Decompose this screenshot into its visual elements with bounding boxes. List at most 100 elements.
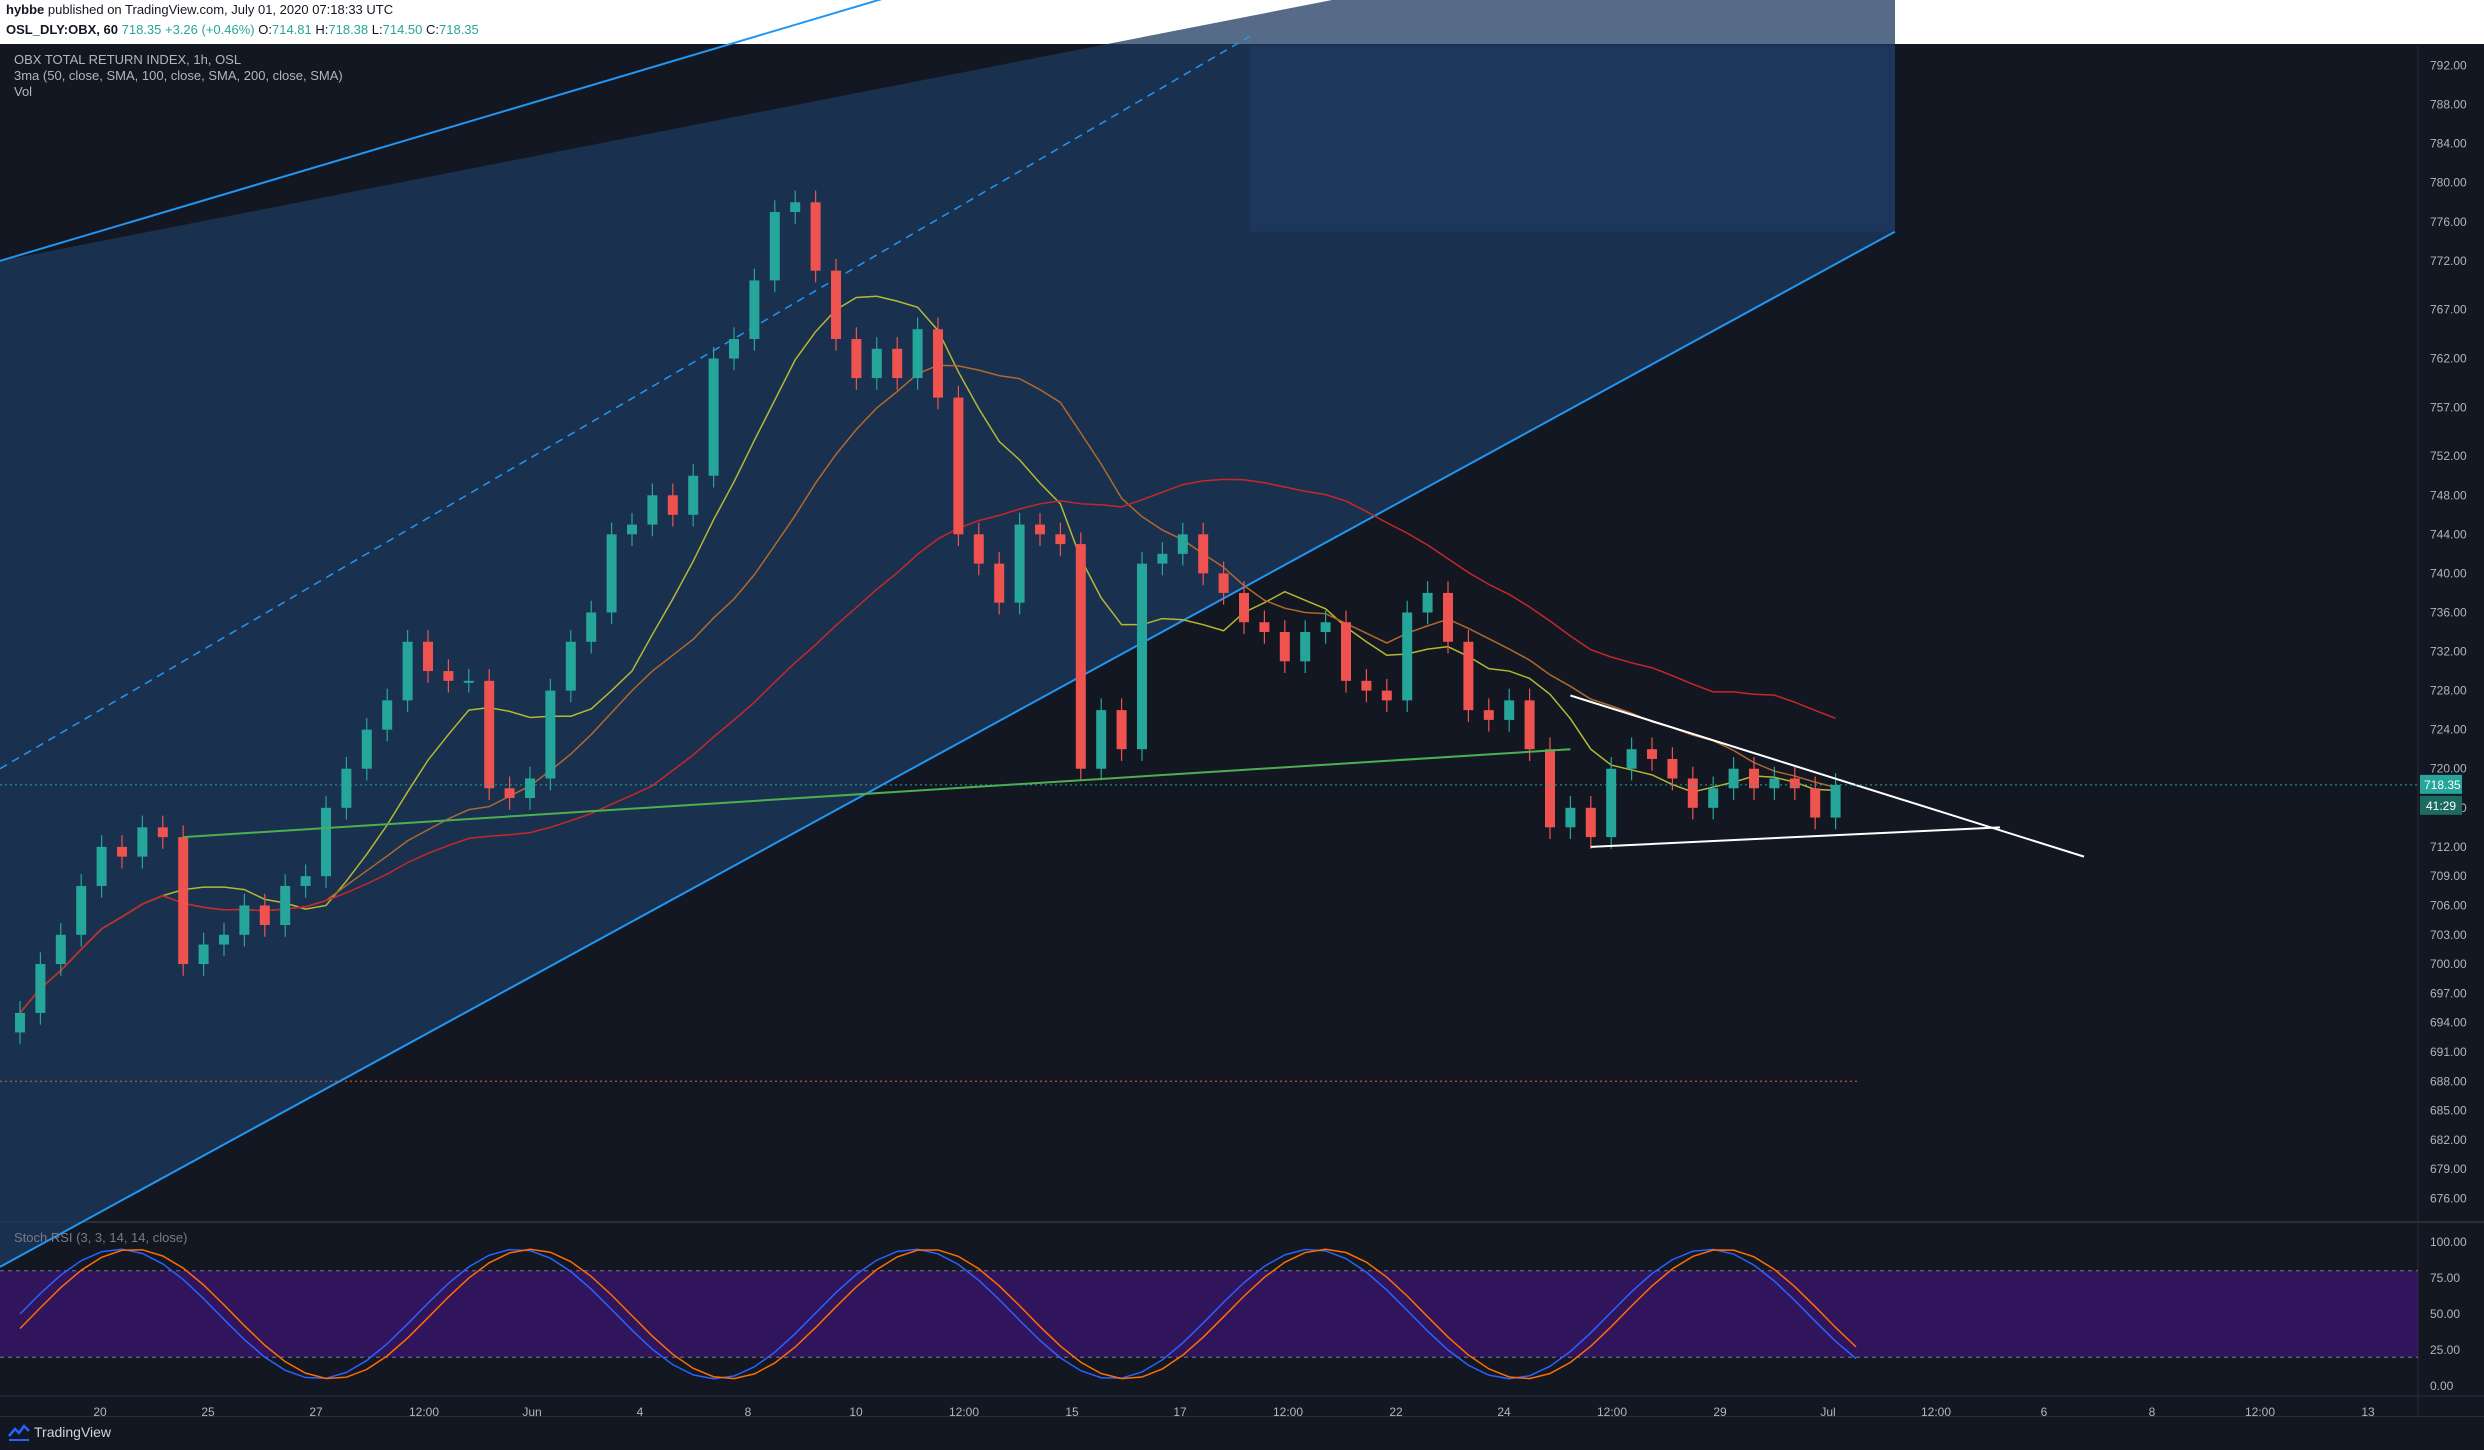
price-tick-label: 772.00 xyxy=(2430,254,2467,268)
legend-title[interactable]: OBX TOTAL RETURN INDEX, 1h, OSL xyxy=(14,52,242,67)
candle-body xyxy=(667,495,678,515)
footer-bar: TradingView xyxy=(0,1416,2484,1450)
candle-body xyxy=(321,807,331,877)
moving-averages xyxy=(19,295,1836,1014)
time-tick-label: 13 xyxy=(2361,1405,2375,1419)
triangle-lower-line xyxy=(1590,826,2001,848)
channel-lower-line xyxy=(0,230,1896,1268)
candle-body xyxy=(137,827,148,857)
candle-body xyxy=(1096,710,1107,769)
price-tick-label: 744.00 xyxy=(2430,527,2467,541)
time-tick-label: 6 xyxy=(2041,1405,2048,1419)
rsi-tick-label: 25.00 xyxy=(2430,1343,2460,1357)
candle-body xyxy=(1218,573,1229,593)
time-tick-label: 4 xyxy=(637,1405,644,1419)
price-tick-label: 740.00 xyxy=(2430,566,2467,580)
rsi-tick-label: 0.00 xyxy=(2430,1379,2454,1393)
candle-body xyxy=(1626,749,1637,769)
price-tick-label: 712.00 xyxy=(2430,840,2467,854)
close-label: C: xyxy=(426,22,439,37)
high-value: 718.38 xyxy=(328,22,369,37)
candle-body xyxy=(1198,534,1209,574)
candle-body xyxy=(504,788,515,799)
candle-body xyxy=(1075,544,1086,769)
high-label: H: xyxy=(315,22,329,37)
price-tick-label: 784.00 xyxy=(2430,137,2467,151)
channel-drawing[interactable] xyxy=(0,0,1896,1268)
time-tick-label: 8 xyxy=(2149,1405,2156,1419)
price-tick-label: 694.00 xyxy=(2430,1016,2467,1030)
price-tick-label: 682.00 xyxy=(2430,1133,2467,1147)
candle-body xyxy=(994,563,1005,603)
candle-body xyxy=(810,202,821,271)
time-tick-label: 12:00 xyxy=(1273,1405,1303,1419)
candle-body xyxy=(1443,592,1453,642)
candle-body xyxy=(1035,524,1045,535)
legend-ma[interactable]: 3ma (50, close, SMA, 100, close, SMA, 20… xyxy=(14,68,343,83)
open-label: O: xyxy=(258,22,272,37)
candle-body xyxy=(1239,592,1249,623)
price-tick-label: 679.00 xyxy=(2430,1162,2467,1176)
candle-body xyxy=(300,876,311,886)
candle-body xyxy=(1810,788,1821,818)
publish-info: hybbe published on TradingView.com, July… xyxy=(6,2,393,17)
candle-body xyxy=(1687,778,1698,808)
channel-extension xyxy=(1250,46,1895,232)
candle-body xyxy=(239,905,250,935)
candle-body xyxy=(1524,700,1535,750)
candle-body xyxy=(892,348,903,379)
price-tick-label: 691.00 xyxy=(2430,1045,2467,1059)
candle-body xyxy=(1585,807,1596,838)
candle-body xyxy=(1055,534,1066,545)
candle-body xyxy=(423,641,433,672)
stoch-rsi-pane xyxy=(0,1248,2418,1380)
time-tick-label: 29 xyxy=(1713,1405,1727,1419)
candle-body xyxy=(831,270,841,339)
candle-body xyxy=(973,534,984,564)
rsi-tick-label: 75.00 xyxy=(2430,1271,2460,1285)
price-tick-label: 788.00 xyxy=(2430,98,2467,112)
time-tick-label: 12:00 xyxy=(2245,1405,2275,1419)
candle-body xyxy=(382,700,393,730)
time-tick-label: Jun xyxy=(522,1405,541,1419)
trendline-drawings[interactable] xyxy=(0,694,2418,1082)
candle-body xyxy=(1422,592,1433,613)
published-text: published on TradingView.com, July 01, 2… xyxy=(47,2,394,17)
candle-body xyxy=(463,680,474,683)
triangle-upper-line xyxy=(1570,694,2085,858)
ma200-line xyxy=(19,478,1836,1014)
channel-mid-line xyxy=(0,35,1251,770)
candle-body xyxy=(178,837,189,965)
rsi-legend[interactable]: Stoch RSI (3, 3, 14, 14, close) xyxy=(14,1230,188,1245)
candle-body xyxy=(1728,768,1739,789)
legend-vol[interactable]: Vol xyxy=(14,84,33,99)
price-badges: 718.35 41:29 xyxy=(2420,774,2462,815)
time-tick-label: 17 xyxy=(1173,1405,1187,1419)
price-tick-label: 706.00 xyxy=(2430,898,2467,912)
time-tick-label: 20 xyxy=(93,1405,107,1419)
price-tick-label: 757.00 xyxy=(2430,400,2467,414)
candle-body xyxy=(1279,632,1290,662)
candle-body xyxy=(341,768,352,808)
price-tick-label: 748.00 xyxy=(2430,488,2467,502)
rsi-d-line xyxy=(19,1248,1857,1380)
candle-body xyxy=(1565,807,1576,828)
price-tick-label: 736.00 xyxy=(2430,605,2467,619)
candle-body xyxy=(1137,563,1147,750)
author-name[interactable]: hybbe xyxy=(6,2,45,17)
symbol-name[interactable]: OSL_DLY:OBX, 60 xyxy=(6,22,118,37)
candle-body xyxy=(76,885,87,935)
channel-fill xyxy=(0,0,1895,1267)
candle-body xyxy=(1769,778,1780,789)
time-tick-label: 12:00 xyxy=(1921,1405,1951,1419)
channel-upper-line xyxy=(0,0,883,262)
price-tick-label: 762.00 xyxy=(2430,352,2467,366)
price-badge-text: 718.35 xyxy=(2424,778,2461,792)
tradingview-brand[interactable]: TradingView xyxy=(34,1424,112,1440)
price-tick-label: 709.00 xyxy=(2430,869,2467,883)
candle-body xyxy=(1483,710,1494,720)
price-tick-label: 688.00 xyxy=(2430,1074,2467,1088)
support-trendline xyxy=(183,748,1571,839)
candle-body xyxy=(525,778,535,799)
